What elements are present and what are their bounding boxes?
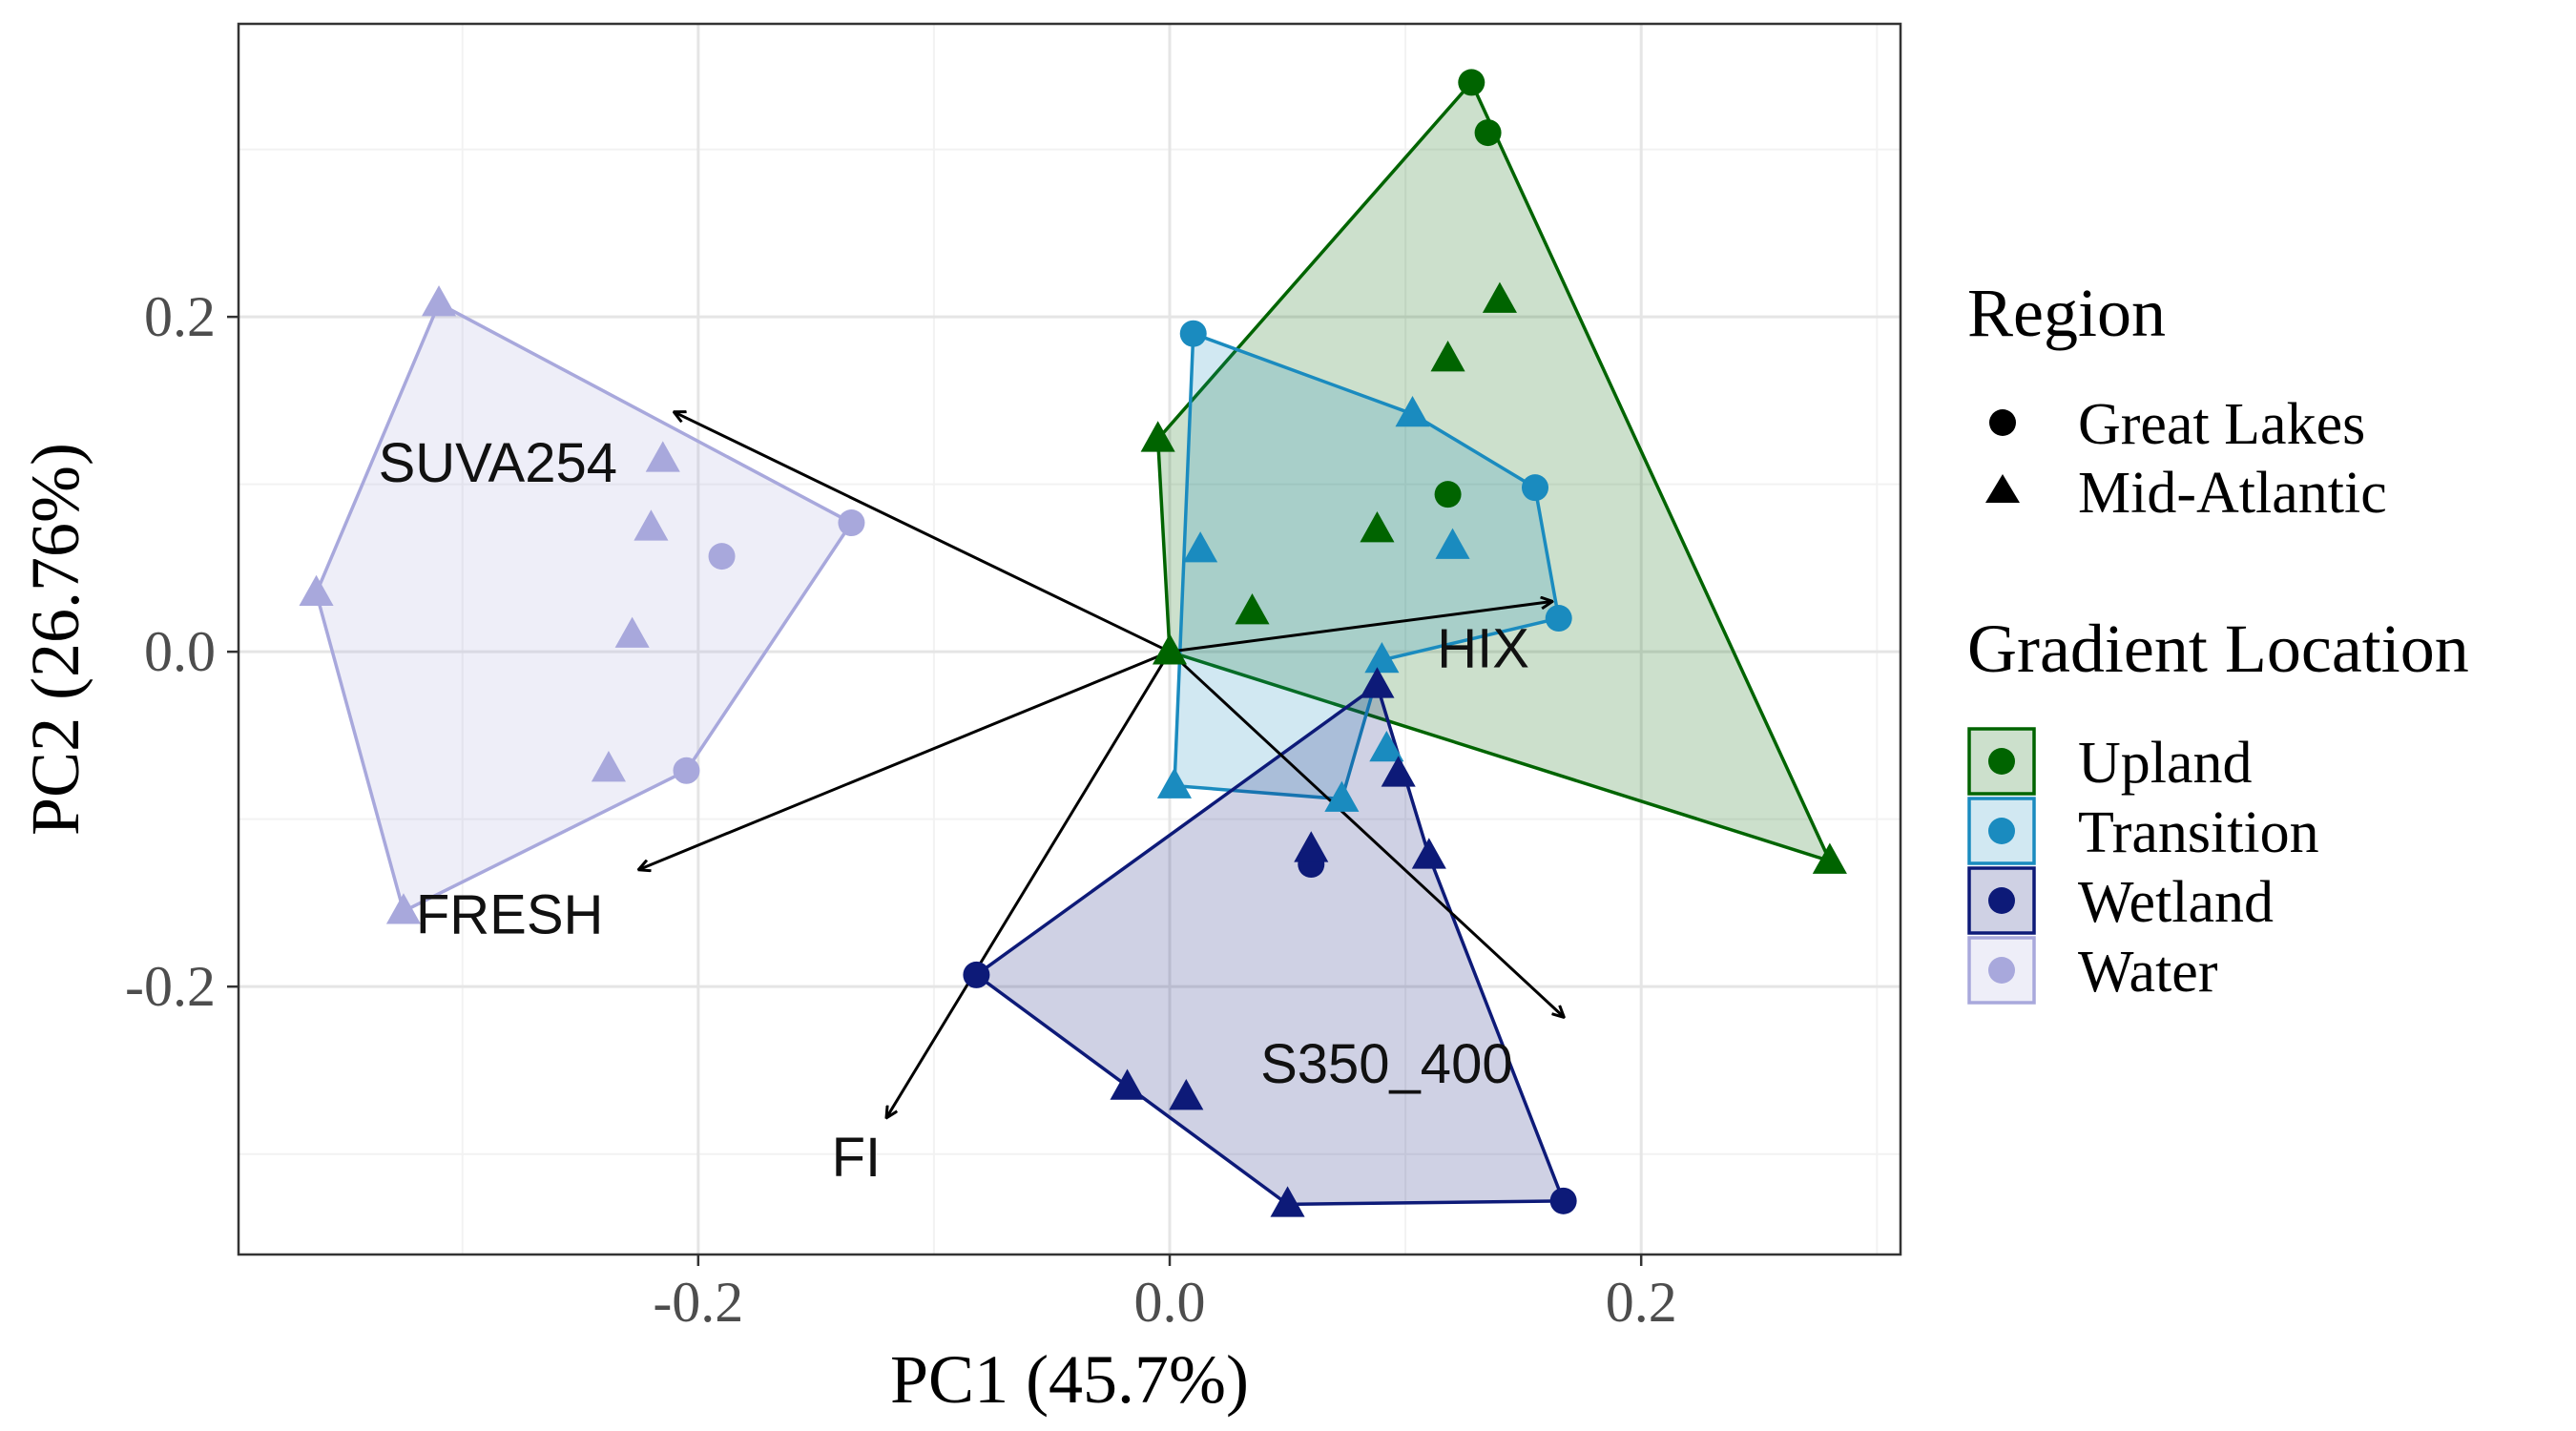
legend-mid-atlantic-label: Mid-Atlantic [2078,461,2387,526]
data-points [299,69,1847,1217]
point-upland-mid-atlantic [1235,593,1270,625]
point-water-mid-atlantic [299,574,334,607]
x-tick-label: 0.2 [1606,1271,1677,1334]
point-transition-great-lakes [1522,474,1549,502]
point-transition-mid-atlantic [1156,767,1193,798]
legend-key-upland [1967,727,2036,796]
point-wetland-mid-atlantic [1381,756,1416,787]
point-water-great-lakes [708,543,736,570]
loading-label-fi: FI [832,1127,882,1189]
hull-transition [1173,331,1561,801]
panel-background [239,24,1901,1255]
point-transition-mid-atlantic [1324,780,1360,812]
x-tick-label: -0.2 [653,1271,743,1334]
y-tick-label: 0.0 [144,620,216,683]
loading-label-s350-400: S350_400 [1260,1033,1512,1095]
legend-region-title: Region [1967,275,2166,351]
legend-key-point-wetland [1988,887,2015,914]
point-transition-mid-atlantic [1183,531,1218,563]
legend-great-lakes-key [1989,409,2016,436]
point-upland-mid-atlantic [1152,633,1188,665]
point-upland-mid-atlantic [1482,281,1517,313]
point-wetland-great-lakes [1549,1187,1577,1214]
y-axis-title: PC2 (26.76%) [17,443,93,836]
loading-label-fresh: FRESH [416,884,604,946]
point-upland-mid-atlantic [1430,341,1465,372]
point-water-mid-atlantic [645,441,680,472]
point-transition-mid-atlantic [1395,395,1430,427]
point-water-mid-atlantic [634,509,669,541]
loading-arrow-fresh [639,650,1171,869]
x-axis-title: PC1 (45.7%) [890,1341,1249,1418]
legend-gradient-title: Gradient Location [1967,611,2469,687]
legend-label-water: Water [2078,940,2218,1005]
legend-key-point-transition [1988,818,2015,844]
y-tick-label: 0.2 [144,285,216,348]
point-wetland-great-lakes [963,961,990,988]
point-water-mid-atlantic [614,616,650,648]
point-water-great-lakes [673,757,700,784]
point-wetland-mid-atlantic [1270,1186,1305,1217]
point-water-mid-atlantic [385,893,422,924]
loading-arrow-s350-400 [1168,651,1564,1017]
point-transition-mid-atlantic [1369,730,1404,762]
legend-label-transition: Transition [2078,800,2319,865]
point-upland-great-lakes [1458,69,1485,96]
convex-hulls [314,80,1832,1207]
hull-water [314,301,854,913]
point-transition-mid-atlantic [1364,641,1400,674]
point-wetland-mid-atlantic [1169,1079,1204,1110]
loading-arrow-fi [887,651,1172,1117]
loading-label-hix: HIX [1437,618,1529,680]
legend-great-lakes-label: Great Lakes [2078,392,2365,457]
y-tick-label: -0.2 [125,955,216,1018]
point-upland-mid-atlantic [1360,511,1395,543]
point-transition-great-lakes [1545,605,1572,633]
point-transition-mid-atlantic [1435,528,1470,559]
loading-label-suva254: SUVA254 [379,432,617,494]
point-upland-great-lakes [1474,119,1502,147]
legend-mid-atlantic-key [1985,474,2020,503]
point-upland-mid-atlantic [1140,421,1175,452]
point-water-mid-atlantic [591,751,626,782]
point-upland-mid-atlantic [1812,842,1847,874]
x-tick-label: 0.0 [1134,1271,1206,1334]
point-wetland-mid-atlantic [1360,667,1395,698]
panel-border [237,22,1902,1256]
legend-label-upland: Upland [2078,731,2253,796]
point-upland-great-lakes [1434,481,1462,508]
loading-labels: SUVA254 HIX FRESH FI S350_400 [379,432,1529,1189]
legend-key-point-water [1988,957,2015,984]
loading-arrows [639,412,1564,1117]
legend-label-wetland: Wetland [2078,870,2274,935]
loading-arrow-hix [1169,602,1551,653]
point-wetland-mid-atlantic [1294,831,1329,862]
point-water-mid-atlantic [421,285,457,317]
loading-arrow-suva254 [675,412,1171,653]
point-transition-great-lakes [1179,320,1207,347]
legend: Region Great Lakes Mid-Atlantic Gradient… [1967,275,2469,1005]
point-wetland-mid-atlantic [1110,1068,1145,1100]
point-wetland-mid-atlantic [1411,838,1446,869]
axis-ticks: -0.2 0.0 0.2 -0.2 0.0 0.2 [125,285,1677,1334]
point-water-great-lakes [838,509,865,537]
hull-wetland [974,683,1566,1207]
legend-key-point-upland [1988,748,2015,775]
